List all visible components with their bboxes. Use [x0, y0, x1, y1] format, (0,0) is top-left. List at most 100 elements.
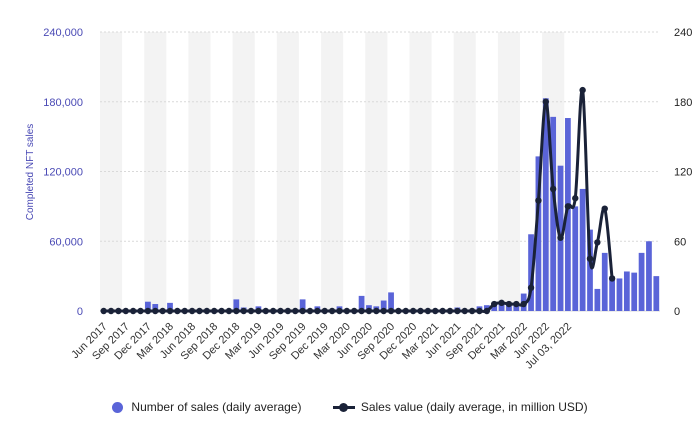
bar	[609, 279, 615, 311]
y-tick-label: 120,000	[43, 167, 83, 179]
line-point	[174, 307, 181, 315]
line-point	[417, 307, 424, 315]
line-point	[292, 307, 299, 315]
line-point	[387, 307, 395, 315]
line-point	[328, 307, 336, 315]
line-point	[498, 299, 505, 307]
line-point	[247, 307, 255, 315]
line-point	[535, 197, 542, 204]
legend-label-value: Sales value (daily average, in million U…	[360, 400, 588, 414]
line-point	[306, 307, 314, 315]
line-point	[395, 307, 402, 315]
line-point	[152, 307, 159, 315]
line-point	[277, 307, 284, 315]
y-tick-label: 180,000	[43, 97, 83, 109]
line-point	[432, 307, 439, 315]
line-point	[527, 284, 535, 291]
y-tick-label: 0	[77, 306, 83, 318]
line-point	[520, 300, 527, 308]
line-point	[483, 307, 491, 315]
line-point	[137, 307, 144, 315]
background-band	[232, 32, 255, 311]
line-point	[564, 203, 572, 210]
line-point	[557, 234, 564, 241]
y2-tick-label: 180	[674, 97, 692, 109]
bar	[498, 304, 505, 311]
bar	[594, 288, 601, 311]
line-point	[115, 307, 122, 315]
line-point	[351, 307, 358, 315]
y-axis-title: Completed NFT sales	[25, 124, 36, 221]
line-point	[513, 300, 520, 308]
bar	[616, 278, 623, 311]
line-point	[314, 307, 321, 315]
bar	[233, 299, 240, 311]
bar	[535, 156, 542, 311]
line-point	[211, 307, 218, 315]
line-point	[129, 307, 137, 315]
y2-tick-label: 240	[674, 27, 692, 39]
bar	[653, 276, 660, 311]
line-point	[262, 307, 269, 315]
line-point	[107, 307, 115, 315]
legend-label-sales: Number of sales (daily average)	[131, 400, 302, 414]
line-point	[299, 307, 306, 315]
value-line	[100, 86, 616, 315]
y-tick-label: 240,000	[43, 27, 83, 39]
line-point	[218, 307, 225, 315]
legend-line-icon	[332, 402, 355, 413]
line-point	[594, 239, 601, 246]
y-axis-left: 0 60,000 120,000 180,000 240,000	[43, 27, 83, 318]
bar	[388, 292, 394, 311]
chart-svg: 0 60,000 120,000 180,000 240,000 0 60 120 180 24…	[25, 27, 692, 372]
line-point	[269, 307, 277, 315]
bar	[152, 304, 159, 311]
line-point	[476, 307, 483, 315]
line-point	[572, 195, 579, 202]
line-point	[321, 307, 328, 315]
y2-tick-label: 120	[674, 167, 692, 179]
bar	[572, 206, 579, 311]
bar	[638, 252, 645, 311]
bar	[623, 271, 630, 311]
line-point	[203, 307, 211, 315]
line-point	[225, 307, 233, 315]
line-point	[365, 307, 373, 315]
line-point	[255, 307, 262, 315]
bar	[380, 300, 387, 311]
line-point	[166, 307, 174, 315]
line-point	[601, 205, 608, 212]
legend-item-value[interactable]: Sales value (daily average, in million U…	[332, 400, 588, 414]
bar	[528, 234, 534, 311]
bar	[550, 116, 557, 311]
line-point	[233, 307, 240, 315]
bar	[145, 301, 151, 311]
bar	[491, 304, 498, 311]
bar	[542, 98, 549, 311]
line-point	[122, 307, 129, 315]
line-point	[358, 307, 365, 315]
line-point	[468, 307, 476, 315]
y-axis-right: 0 60 120 180 240	[674, 27, 692, 318]
bar	[587, 229, 593, 311]
y2-tick-label: 60	[674, 236, 686, 248]
line-point	[380, 307, 387, 315]
line-point	[196, 307, 203, 315]
line-point	[549, 185, 557, 193]
line-point	[240, 307, 247, 315]
bar	[565, 118, 571, 312]
legend-item-sales[interactable]: Number of sales (daily average)	[112, 400, 301, 414]
line-point	[159, 307, 166, 315]
background-band	[144, 32, 167, 311]
line-point	[542, 98, 549, 105]
y2-tick-label: 0	[674, 306, 680, 318]
bar	[579, 188, 586, 311]
line-point	[409, 307, 417, 315]
bar	[167, 302, 173, 311]
line-point	[579, 86, 586, 94]
line-point	[439, 307, 446, 315]
line-point	[454, 307, 461, 315]
line-point	[284, 307, 292, 315]
